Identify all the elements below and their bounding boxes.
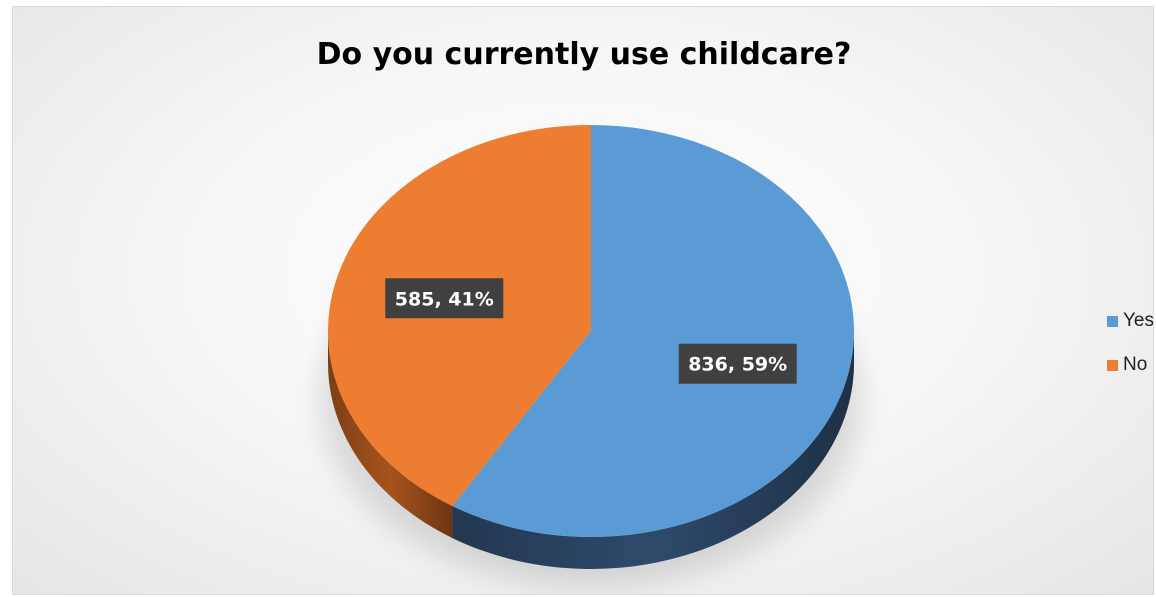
legend-label-no: No [1123,354,1148,375]
legend-swatch-no [1107,359,1118,371]
data-label-text-yes: 836, 59% [688,354,787,376]
legend: Yes No [1107,309,1154,397]
pie-side-shade-yes [452,331,854,570]
chart-title: Do you currently use childcare? [316,37,852,72]
data-label-box-no [385,278,504,319]
data-label-box-yes [678,343,797,384]
data-label-no: 585, 41% [385,278,504,319]
data-label-yes: 836, 59% [678,343,797,384]
legend-swatch-yes [1107,315,1118,327]
legend-item-yes: Yes [1107,309,1154,333]
legend-item-no: No [1107,353,1153,377]
chart-area: Do you currently use childcare? 836, 59%… [12,6,1154,595]
data-label-text-no: 585, 41% [395,288,494,310]
pie-side-shade-no [328,331,453,539]
legend-label-yes: Yes [1123,310,1154,331]
pie-slice-yes [452,125,855,537]
pie-chart: 836, 59% 585, 41% [321,125,861,587]
